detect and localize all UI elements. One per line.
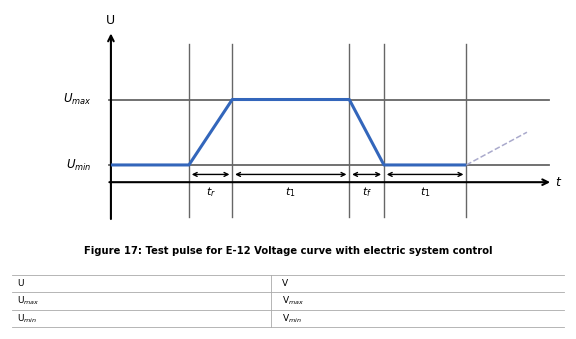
Text: V$_{min}$: V$_{min}$ xyxy=(282,313,302,325)
Text: $U_{min}$: $U_{min}$ xyxy=(66,157,92,173)
Text: $t_1$: $t_1$ xyxy=(420,186,430,199)
Text: $t_r$: $t_r$ xyxy=(206,186,215,199)
Text: t: t xyxy=(555,176,560,189)
Text: $t_f$: $t_f$ xyxy=(362,186,372,199)
Text: V$_{max}$: V$_{max}$ xyxy=(282,295,304,307)
Text: V: V xyxy=(282,279,289,288)
Text: U$_{min}$: U$_{min}$ xyxy=(17,313,37,325)
Text: $t_1$: $t_1$ xyxy=(286,186,296,199)
Text: U: U xyxy=(17,279,24,288)
Text: Figure 17: Test pulse for E-12 Voltage curve with electric system control: Figure 17: Test pulse for E-12 Voltage c… xyxy=(84,246,492,256)
Text: U$_{max}$: U$_{max}$ xyxy=(17,295,40,307)
Text: U: U xyxy=(107,14,115,27)
Text: $U_{max}$: $U_{max}$ xyxy=(63,92,92,107)
